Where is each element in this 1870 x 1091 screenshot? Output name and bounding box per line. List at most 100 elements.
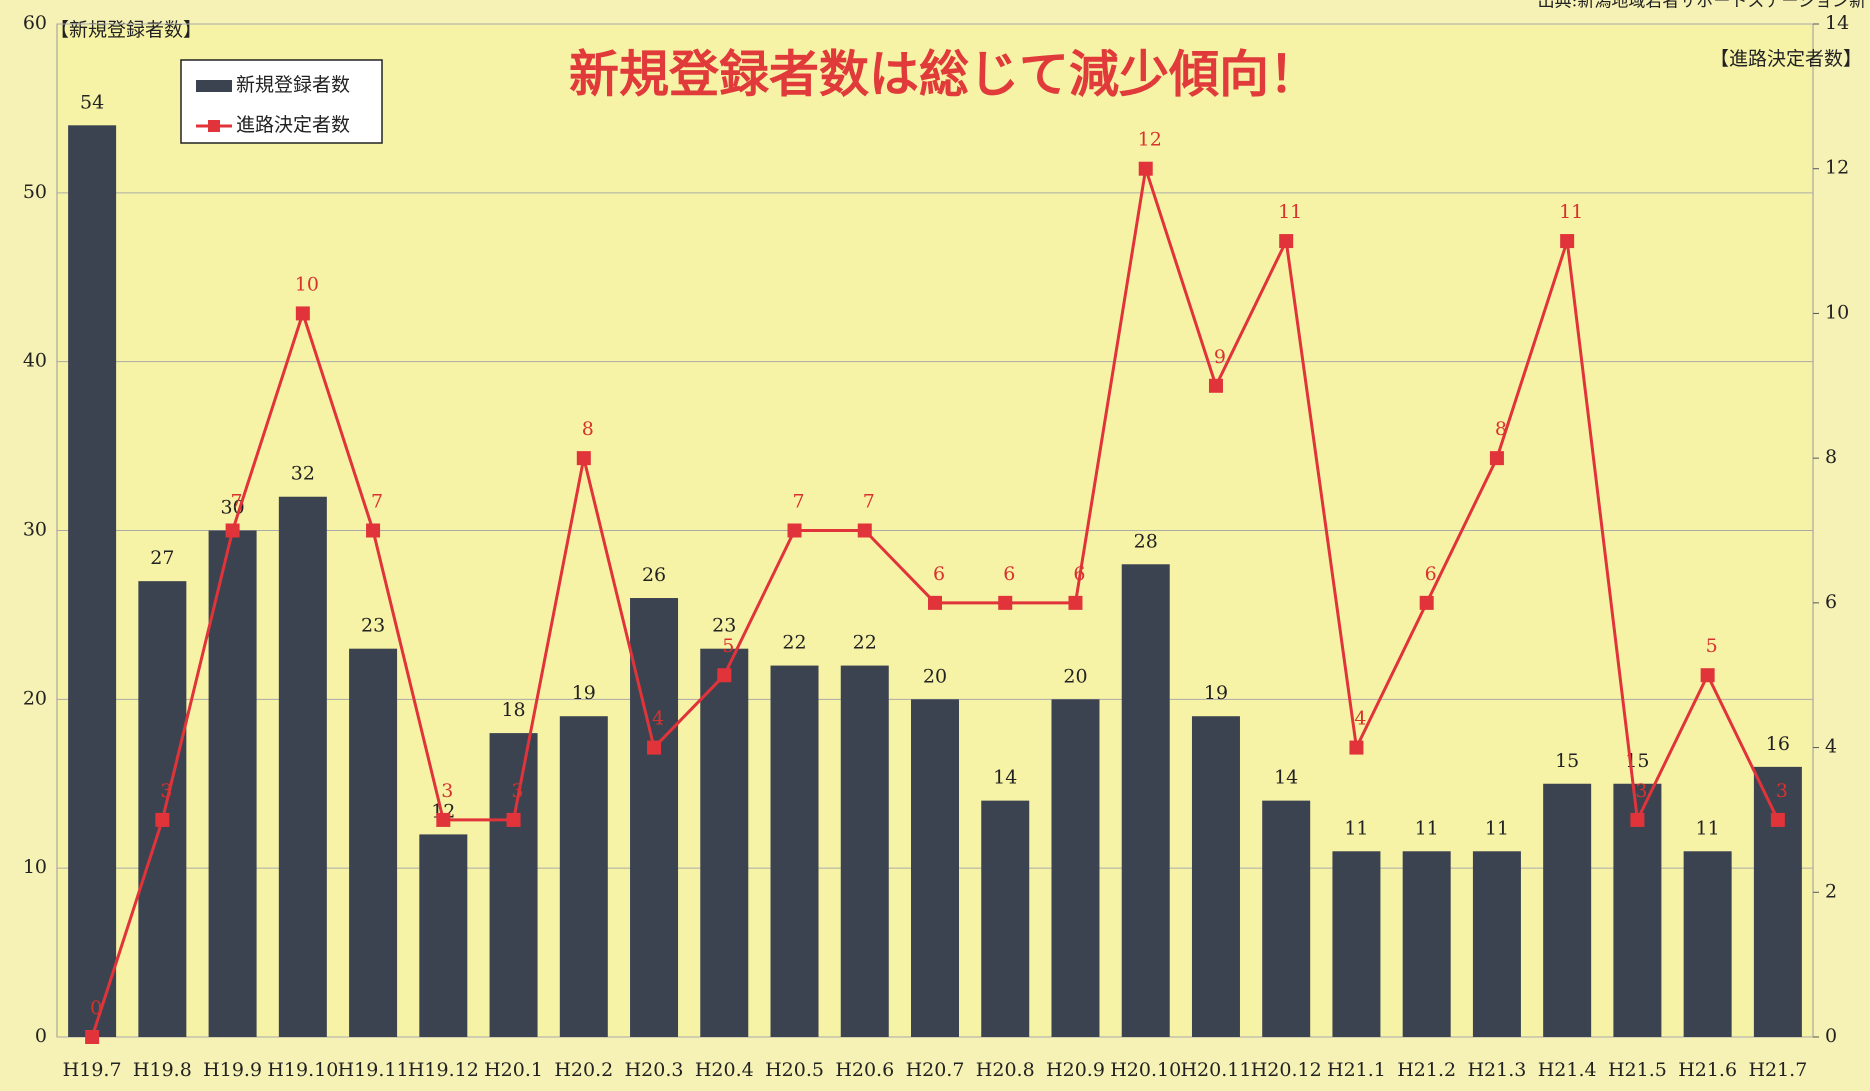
bar-value-label: 26 <box>642 564 666 586</box>
bar <box>770 665 819 1037</box>
line-marker <box>576 451 591 466</box>
line-value-label: 10 <box>295 273 319 295</box>
x-tick-label: H20.10 <box>1110 1059 1181 1081</box>
line-value-label: 3 <box>512 780 524 802</box>
x-tick-label: H21.3 <box>1467 1059 1526 1081</box>
x-tick-label: H19.8 <box>133 1059 192 1081</box>
bar-value-label: 11 <box>1696 817 1720 839</box>
bar <box>630 598 679 1037</box>
line-value-label: 6 <box>933 563 945 585</box>
line-marker <box>1068 595 1083 610</box>
bar-value-label: 14 <box>1274 767 1298 789</box>
line-value-label: 3 <box>160 780 172 802</box>
line-marker <box>1560 234 1575 249</box>
x-tick-label: H21.4 <box>1538 1059 1597 1081</box>
line-value-label: 8 <box>582 418 594 440</box>
x-tick-label: H21.5 <box>1608 1059 1667 1081</box>
line-value-label: 4 <box>652 708 664 730</box>
y-tick-label: 20 <box>23 687 47 709</box>
x-tick-label: H20.8 <box>976 1059 1035 1081</box>
bar <box>1262 800 1311 1037</box>
line-marker <box>647 740 662 755</box>
x-tick-label: H19.9 <box>203 1059 262 1081</box>
line-marker <box>1700 668 1715 683</box>
bar-value-label: 28 <box>1134 530 1158 552</box>
y2-tick-label: 8 <box>1825 446 1837 468</box>
bar-value-label: 11 <box>1415 817 1439 839</box>
bar <box>840 665 889 1037</box>
line-marker <box>998 595 1013 610</box>
y2-tick-label: 6 <box>1825 591 1837 613</box>
x-tick-label: H19.12 <box>408 1059 479 1081</box>
line-value-label: 11 <box>1559 201 1583 223</box>
line-value-label: 4 <box>1354 708 1366 730</box>
line-marker <box>1349 740 1364 755</box>
bar <box>1683 851 1732 1037</box>
bar-value-label: 16 <box>1766 733 1790 755</box>
bar <box>1472 851 1521 1037</box>
bar <box>138 581 187 1037</box>
line-value-label: 3 <box>441 780 453 802</box>
x-tick-label: H21.6 <box>1678 1059 1737 1081</box>
bar-value-label: 11 <box>1344 817 1368 839</box>
bar <box>419 834 468 1037</box>
line-marker <box>295 306 310 321</box>
line-marker <box>857 523 872 538</box>
x-tick-label: H20.2 <box>554 1059 613 1081</box>
bar-value-label: 18 <box>501 699 525 721</box>
x-tick-label: H20.6 <box>835 1059 894 1081</box>
y2-axis-label: 【進路決定者数】 <box>1710 48 1862 70</box>
x-tick-label: H19.10 <box>267 1059 338 1081</box>
bar <box>278 496 327 1037</box>
bar-value-label: 22 <box>782 632 806 654</box>
bar-value-label: 19 <box>572 682 596 704</box>
bar <box>1543 783 1592 1037</box>
bar-value-label: 15 <box>1555 750 1579 772</box>
bar <box>68 125 117 1038</box>
line-marker <box>787 523 802 538</box>
chart-title: 新規登録者数は総じて減少傾向！ <box>569 46 1319 104</box>
bar <box>349 648 398 1037</box>
bar <box>489 733 538 1037</box>
line-value-label: 5 <box>1706 635 1718 657</box>
legend-swatch <box>196 80 232 92</box>
y2-tick-label: 14 <box>1825 12 1849 34</box>
line-value-label: 7 <box>231 491 243 513</box>
bar <box>911 699 959 1037</box>
bar-value-label: 23 <box>361 615 385 637</box>
bar <box>700 648 749 1037</box>
x-tick-label: H20.4 <box>695 1059 754 1081</box>
legend-label: 新規登録者数 <box>236 74 350 96</box>
legend-swatch <box>208 120 220 132</box>
y2-tick-label: 0 <box>1825 1025 1837 1047</box>
bar-value-label: 22 <box>853 632 877 654</box>
y-tick-label: 40 <box>23 350 47 372</box>
y-tick-label: 0 <box>35 1025 47 1047</box>
bar-value-label: 20 <box>923 665 947 687</box>
y2-tick-label: 4 <box>1825 736 1837 758</box>
line-marker <box>1630 812 1645 827</box>
line-marker <box>85 1030 100 1044</box>
legend-label: 進路決定者数 <box>236 114 350 136</box>
line-value-label: 6 <box>1073 563 1085 585</box>
bar <box>1402 851 1451 1037</box>
line-marker <box>155 812 170 827</box>
line-marker <box>1208 378 1223 393</box>
x-tick-label: H20.12 <box>1251 1059 1322 1081</box>
bar-value-label: 20 <box>1063 665 1087 687</box>
x-tick-label: H20.7 <box>906 1059 965 1081</box>
line-value-label: 5 <box>722 635 734 657</box>
x-tick-label: H20.9 <box>1046 1059 1105 1081</box>
line-marker <box>225 523 240 538</box>
bar <box>981 800 1030 1037</box>
bar-value-label: 27 <box>150 547 174 569</box>
bar-value-label: 14 <box>993 767 1017 789</box>
x-tick-label: H20.1 <box>484 1059 543 1081</box>
line-marker <box>1489 451 1504 466</box>
x-tick-label: H20.11 <box>1180 1059 1251 1081</box>
x-tick-label: H20.5 <box>765 1059 824 1081</box>
line-value-label: 3 <box>1635 780 1647 802</box>
bar <box>1753 766 1802 1037</box>
y-tick-label: 30 <box>23 519 47 541</box>
line-marker <box>366 523 381 538</box>
